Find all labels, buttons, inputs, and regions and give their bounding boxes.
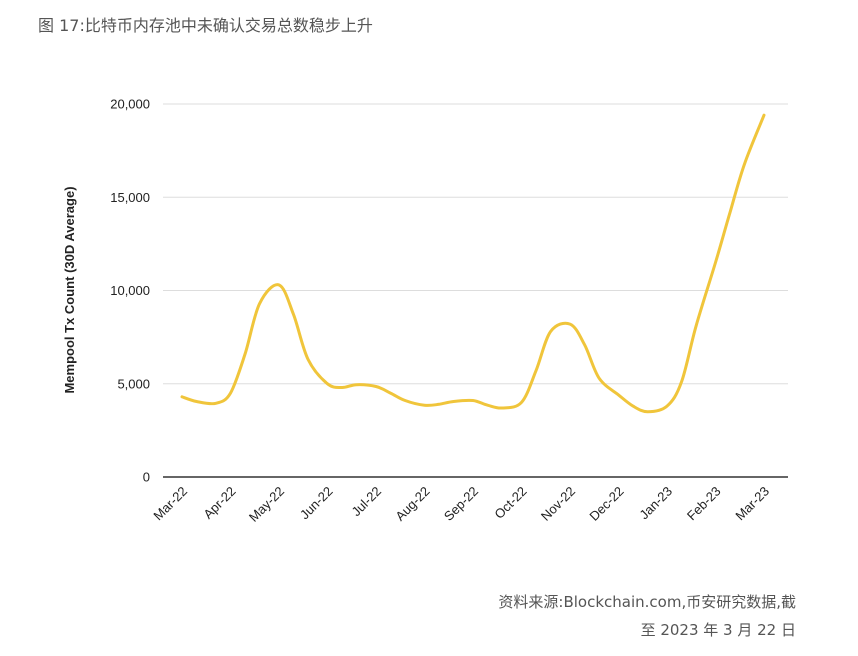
x-tick-label: Aug-22 bbox=[392, 484, 432, 524]
gridlines bbox=[163, 103, 788, 385]
x-tick-label: Jan-23 bbox=[636, 484, 675, 523]
y-tick-label: 15,000 bbox=[110, 190, 150, 205]
x-tick-label: Nov-22 bbox=[538, 484, 578, 524]
y-tick-labels: 0 5,000 10,000 15,000 20,000 bbox=[110, 97, 150, 485]
y-tick-label: 20,000 bbox=[110, 97, 150, 112]
x-tick-label: Mar-23 bbox=[732, 484, 772, 524]
x-tick-label: Mar-22 bbox=[150, 484, 190, 524]
source-line-1: 资料来源:Blockchain.com,币安研究数据,截 bbox=[498, 593, 796, 611]
x-tick-label: Sep-22 bbox=[441, 484, 481, 524]
line-chart: 0 5,000 10,000 15,000 20,000 Mar-22 Apr-22 May… bbox=[62, 97, 788, 525]
x-tick-label: Dec-22 bbox=[586, 484, 626, 524]
x-tick-label: Apr-22 bbox=[200, 484, 238, 522]
x-tick-label: Jul-22 bbox=[348, 484, 384, 520]
x-tick-labels: Mar-22 Apr-22 May-22 Jun-22 Jul-22 Aug-22 Sep-… bbox=[150, 484, 772, 525]
source-note: 资料来源:Blockchain.com,币安研究数据,截 至 2023 年 3 … bbox=[498, 588, 796, 644]
x-tick-label: Jun-22 bbox=[297, 484, 336, 523]
y-tick-label: 10,000 bbox=[110, 283, 150, 298]
y-axis-label: Mempool Tx Count (30D Average) bbox=[62, 186, 77, 393]
chart-title: 图 17:比特币内存池中未确认交易总数稳步上升 bbox=[38, 16, 373, 35]
x-tick-label: Oct-22 bbox=[491, 484, 529, 522]
y-tick-label: 0 bbox=[143, 470, 150, 485]
x-tick-label: May-22 bbox=[246, 484, 287, 525]
y-tick-label: 5,000 bbox=[117, 376, 150, 391]
x-tick-label: Feb-23 bbox=[684, 484, 724, 524]
series-line bbox=[180, 113, 766, 414]
source-line-2: 至 2023 年 3 月 22 日 bbox=[640, 621, 796, 639]
